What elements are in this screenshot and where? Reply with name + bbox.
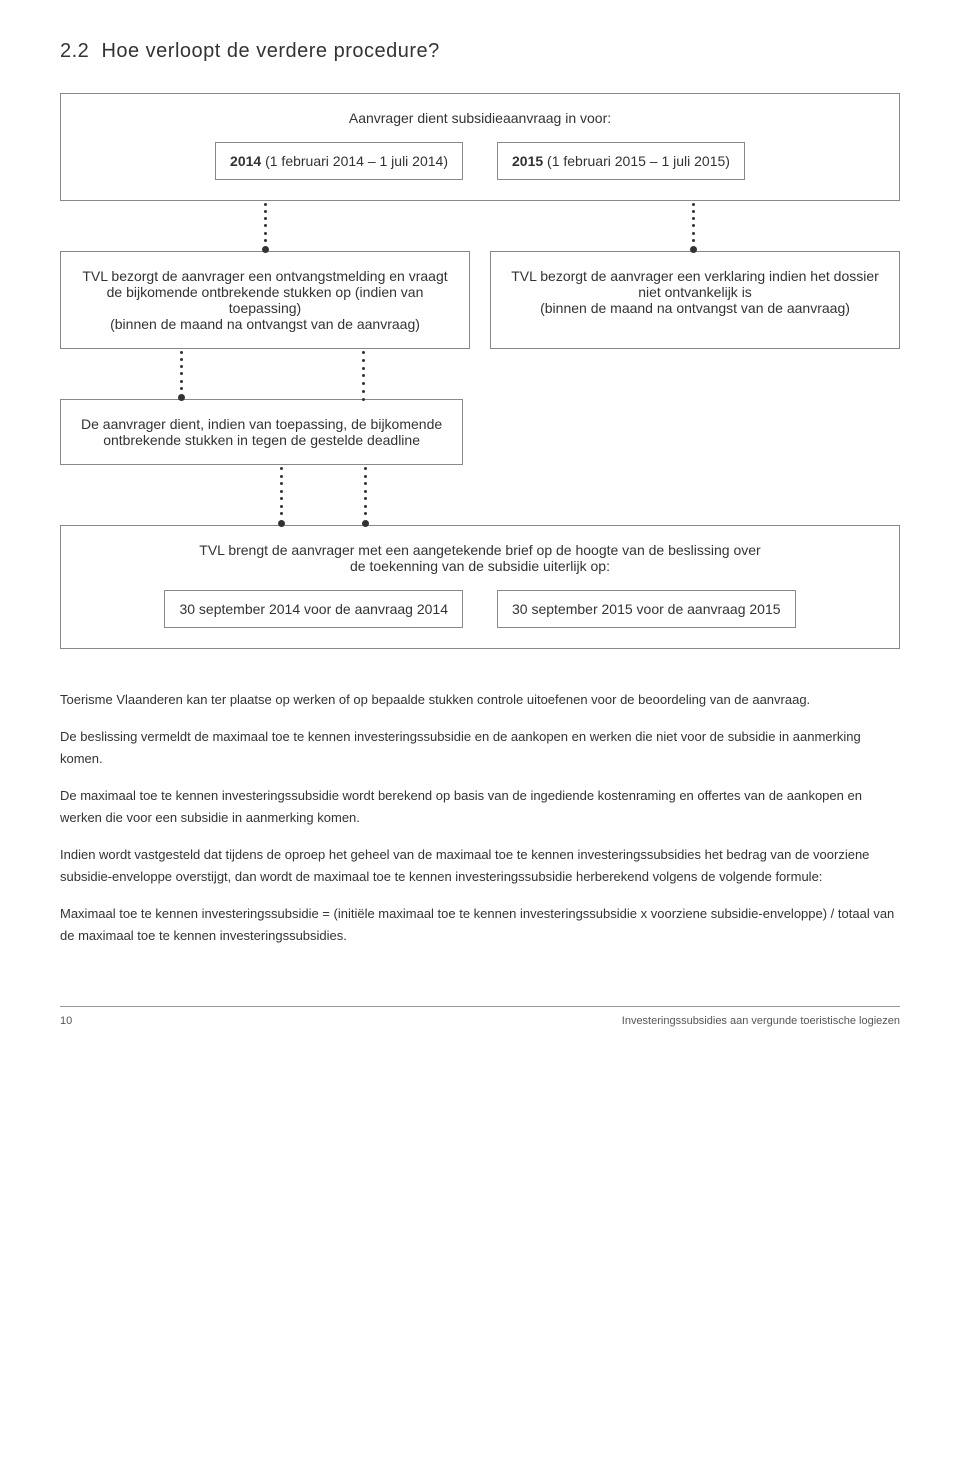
doc-title: Investeringssubsidies aan vergunde toeri… xyxy=(622,1015,900,1027)
flow-box-1-label: Aanvrager dient subsidieaanvraag in voor… xyxy=(81,110,879,126)
flow-box-4: De aanvrager dient, indien van toepassin… xyxy=(60,399,463,465)
page-number: 10 xyxy=(60,1015,72,1027)
flow-box-1-left-year: 2014 xyxy=(230,153,261,169)
paragraph-3: De maximaal toe te kennen investeringssu… xyxy=(60,785,900,828)
flow-box-5-label-l2: de toekenning van de subsidie uiterlijk … xyxy=(81,558,879,574)
flow-box-5-right: 30 september 2015 voor de aanvraag 2015 xyxy=(497,590,796,628)
section-number: 2.2 xyxy=(60,40,89,62)
flow-box-1-left: 2014 (1 februari 2014 – 1 juli 2014) xyxy=(215,142,463,180)
flow-box-1-right-year: 2015 xyxy=(512,153,543,169)
flow-box-3: TVL bezorgt de aanvrager een verklaring … xyxy=(490,251,900,349)
section-heading: 2.2 Hoe verloopt de verdere procedure? xyxy=(60,40,900,63)
flow-box-5-left: 30 september 2014 voor de aanvraag 2014 xyxy=(164,590,463,628)
paragraph-1: Toerisme Vlaanderen kan ter plaatse op w… xyxy=(60,689,900,710)
connector-1 xyxy=(60,201,900,251)
flow-box-5-label-l1: TVL brengt de aanvrager met een aangetek… xyxy=(81,542,879,558)
flow-box-5: TVL brengt de aanvrager met een aangetek… xyxy=(60,525,900,649)
connector-3 xyxy=(60,465,900,525)
flow-box-1: Aanvrager dient subsidieaanvraag in voor… xyxy=(60,93,900,201)
paragraph-4: Indien wordt vastgesteld dat tijdens de … xyxy=(60,844,900,887)
page-footer: 10 Investeringssubsidies aan vergunde to… xyxy=(60,1006,900,1027)
flow-box-1-right: 2015 (1 februari 2015 – 1 juli 2015) xyxy=(497,142,745,180)
section-title-text: Hoe verloopt de verdere procedure? xyxy=(101,40,439,62)
paragraph-5: Maximaal toe te kennen investeringssubsi… xyxy=(60,903,900,946)
flow-box-1-right-text: (1 februari 2015 – 1 juli 2015) xyxy=(543,153,730,169)
flow-box-1-left-text: (1 februari 2014 – 1 juli 2014) xyxy=(261,153,448,169)
paragraph-2: De beslissing vermeldt de maximaal toe t… xyxy=(60,726,900,769)
flow-box-2: TVL bezorgt de aanvrager een ontvangstme… xyxy=(60,251,470,349)
connector-2 xyxy=(60,349,900,399)
